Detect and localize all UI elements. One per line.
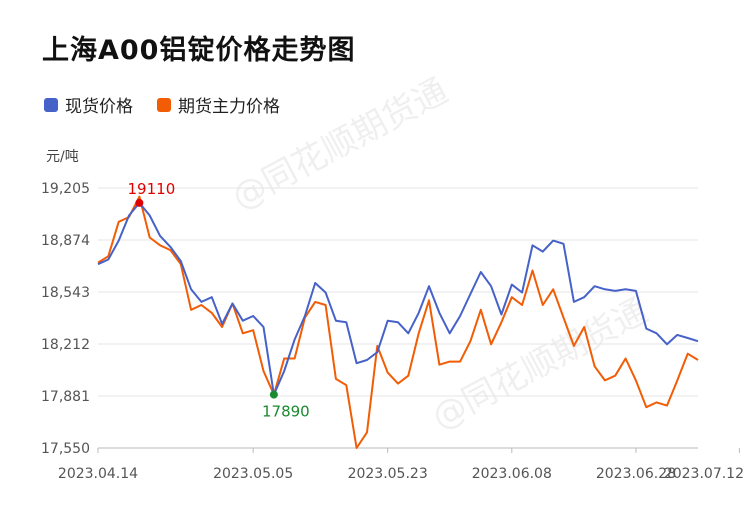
min-point-marker [269,390,278,399]
y-tick-label: 18,543 [41,285,90,301]
series-lines [97,195,699,449]
legend-label-spot: 现货价格 [65,97,133,117]
watermark-2: @同花顺期货通 [425,291,654,438]
y-tick-label: 18,874 [41,233,90,249]
x-tick-label: 2023.05.05 [213,466,293,482]
legend-item-futures[interactable]: 期货主力价格 [157,92,280,117]
x-axis-ticks: 2023.04.14 2023.05.05 2023.05.23 2023.06.08… [58,448,744,482]
chart-legend: 现货价格 期货主力价格 [44,92,304,117]
y-axis-ticks: 19,205 18,874 18,543 18,212 17,881 17,550 [41,181,90,457]
max-point-marker [135,198,144,207]
y-tick-label: 17,550 [41,441,90,457]
y-tick-label: 17,881 [41,389,90,405]
watermark-1: @同花顺期货通 [225,71,454,218]
x-tick-label: 2023.05.23 [348,466,428,482]
y-tick-label: 19,205 [41,181,90,197]
legend-swatch-spot [44,97,58,112]
y-axis-unit-label: 元/吨 [46,149,79,165]
x-tick-label: 2023.06.08 [472,466,552,482]
y-tick-label: 18,212 [41,337,90,353]
grid-lines [98,187,698,449]
chart-title: 上海A00铝锭价格走势图 [42,35,356,66]
max-value-label: 19110 [128,180,176,198]
x-tick-label: 2023.07.12 [664,466,744,482]
legend-item-spot[interactable]: 现货价格 [44,92,133,117]
legend-swatch-futures [157,97,171,112]
legend-label-futures: 期货主力价格 [178,97,280,117]
x-tick-label: 2023.04.14 [58,466,138,482]
annotations: 19110 17890 [128,180,310,421]
min-value-label: 17890 [262,403,310,421]
x-tick-label: 2023.06.28 [596,466,676,482]
series-line-futures [97,195,699,449]
series-line-spot [97,201,699,396]
watermarks: @同花顺期货通 @同花顺期货通 [225,71,654,438]
